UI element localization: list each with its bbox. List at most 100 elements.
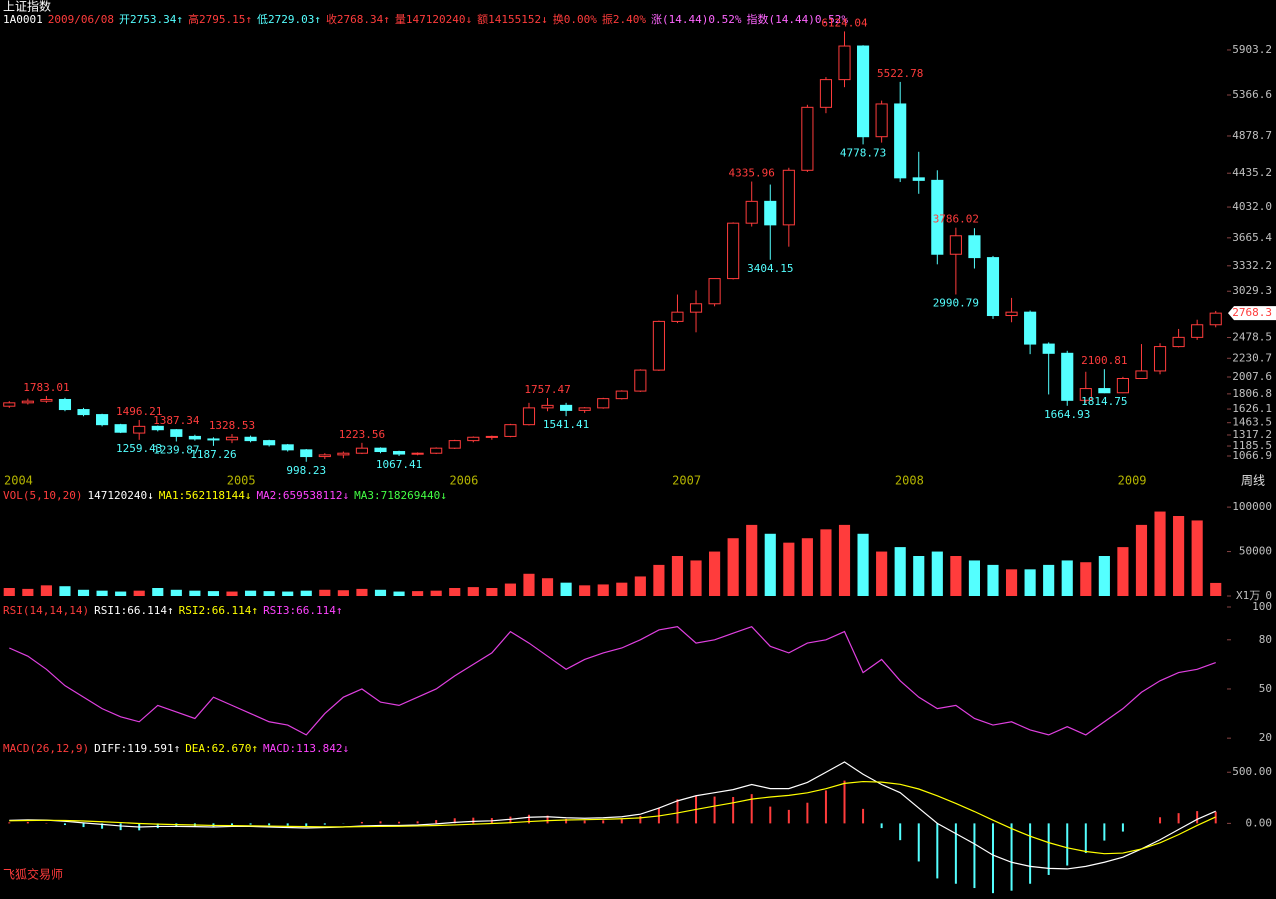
volume-bar [412,591,424,596]
macd-bar [156,823,159,829]
low-label: 1187.26 [190,448,236,461]
x-tick-label: 2006 [449,474,478,488]
legend-item: MACD(26,12,9) [3,742,89,755]
high-label: 4335.96 [729,167,775,180]
info-item: 振2.40% [602,12,646,26]
candle-body [448,440,461,449]
macd-bar [26,821,29,824]
info-item: 额14155152↓ [477,13,548,26]
legend-item: VOL(5,10,20) [3,489,82,502]
volume-bar [894,547,906,596]
y-tick-label: 1317.2 [1232,428,1272,441]
x-tick-label: 2005 [227,474,256,488]
candle-body [355,447,369,454]
candle-body [615,390,628,400]
candle-body [1098,388,1111,394]
candle-body [949,235,962,255]
high-label: 5522.78 [877,67,923,80]
volume-bar [1043,564,1055,596]
footer: 飞狐交易师 [3,867,63,882]
macd-bar [565,818,568,824]
high-label: 1387.34 [153,414,200,427]
candle-body [504,424,517,437]
candle-body [745,200,758,224]
volume-bar [449,588,461,596]
candle-body [40,398,53,402]
y-tick-label: 1806.8 [1232,387,1272,400]
info-item: 1A0001 [3,13,43,26]
high-label: 1496.21 [116,405,162,418]
rsi-line [9,625,1216,736]
candle-body [114,424,127,433]
volume-bar [764,533,776,596]
candle-body [931,179,944,255]
low-label: 1541.41 [543,418,589,431]
high-label: 1328.53 [209,419,255,432]
volume-bar [913,556,925,596]
y-tick-label: 1463.5 [1232,416,1272,429]
low-label: 2990.79 [933,296,979,309]
macd-bar [620,819,623,824]
macd-bar [101,823,104,829]
legend-item: RSI2:66.114↑ [179,604,258,617]
macd-bar [639,816,642,824]
volume-bar [133,590,145,596]
candle-body [3,402,16,407]
candle-body [170,429,183,437]
volume-bar [987,564,999,596]
macd-bar [917,823,920,862]
candle-body [1209,312,1222,326]
volume-bar [876,551,888,596]
macd-bar [1010,823,1013,891]
macd-bar [82,823,85,828]
low-label: 1259.43 [116,442,162,455]
candle-body [986,257,1000,317]
macd-bar [732,796,735,824]
x-tick-label: 2004 [4,474,33,488]
legend-item: RSI1:66.114↑ [94,604,173,617]
x-tick-label: 2007 [672,474,701,488]
macd-bar [899,823,902,841]
candle-body [337,452,350,456]
high-label: 1223.56 [339,428,385,441]
y-tick-label: 3332.2 [1232,259,1272,272]
legend-item: RSI(14,14,14) [3,604,89,617]
volume-bar [616,582,628,596]
volume-bar [77,589,90,596]
volume-bar [282,591,294,596]
info-item: 收2768.34↑ [326,12,390,26]
legend-item: MA2:659538112↓ [256,489,349,502]
volume-bar [189,590,201,596]
candle-body [133,425,146,434]
y-tick-label: 4435.2 [1232,166,1272,179]
candle-body [838,45,851,81]
candle-body [392,451,406,455]
legend-item: MA1:562118144↓ [159,489,252,502]
candle-body [708,278,721,305]
macd-bar [379,821,382,824]
macd-bar [453,818,456,824]
candle-body [318,454,331,458]
info-item: 2009/06/08 [48,13,114,26]
y-tick-label: 2478.5 [1232,330,1272,343]
legend: VOL(5,10,20) 147120240↓ MA1:562118144↓ MA2:… [3,489,447,502]
volume-bar [486,588,498,596]
macd-bar [305,823,308,827]
candle-body [77,409,90,416]
y-tick-label: 3029.3 [1232,284,1272,297]
macd-bar [268,823,271,826]
info-item: 涨(14.44)0.52% [651,13,742,26]
volume-bar [560,582,572,596]
volume-bar [245,590,257,596]
y-tick-label: 100000 [1232,500,1272,513]
y-tick-label: 4032.0 [1232,200,1272,213]
candle-body [411,452,424,455]
high-label: 1783.01 [23,381,69,394]
macd-bar [63,823,66,826]
candle-body [96,414,109,426]
candle-body [1116,377,1129,394]
candle-body [1024,311,1037,345]
volume-bar [820,529,832,596]
volume-bar [783,542,795,596]
macd-bar [806,802,809,824]
